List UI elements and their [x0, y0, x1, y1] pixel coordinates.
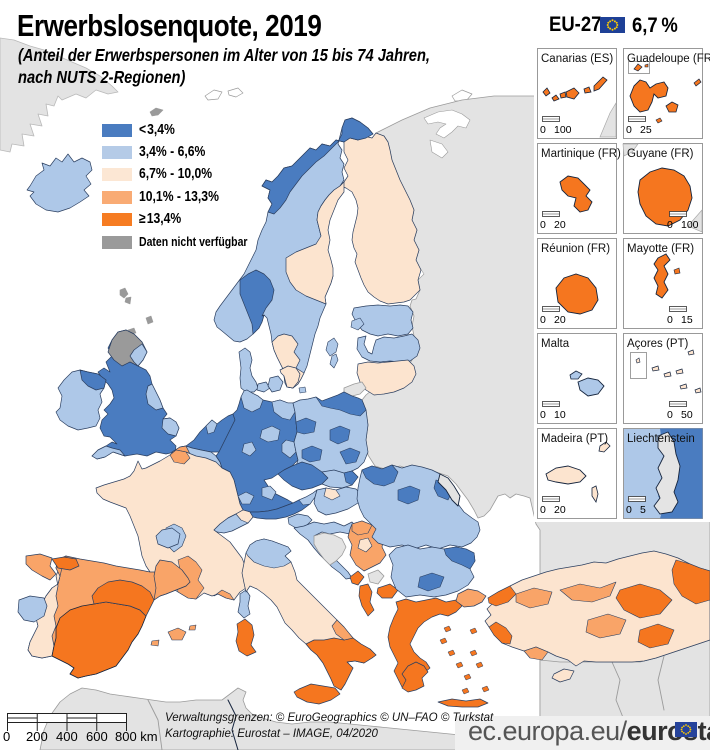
- svg-text:0: 0: [626, 124, 632, 136]
- svg-text:Malta: Malta: [541, 338, 570, 350]
- svg-text:Liechtenstein: Liechtenstein: [627, 433, 695, 445]
- svg-text:Madeira (PT): Madeira (PT): [541, 433, 608, 445]
- svg-text:100: 100: [681, 219, 699, 231]
- svg-text:Mayotte (FR): Mayotte (FR): [627, 243, 694, 255]
- svg-text:Canarias (ES): Canarias (ES): [541, 53, 613, 65]
- svg-text:0: 0: [540, 504, 546, 516]
- svg-text:0: 0: [540, 219, 546, 231]
- svg-text:Martinique (FR): Martinique (FR): [541, 148, 621, 160]
- svg-text:20: 20: [554, 504, 566, 516]
- svg-text:0: 0: [540, 409, 546, 421]
- svg-text:Açores (PT): Açores (PT): [627, 338, 689, 350]
- svg-text:5: 5: [640, 504, 646, 516]
- svg-text:0: 0: [626, 504, 632, 516]
- svg-text:Guadeloupe (FR): Guadeloupe (FR): [627, 53, 710, 65]
- svg-text:0: 0: [667, 219, 673, 231]
- svg-text:0: 0: [540, 124, 546, 136]
- svg-text:10: 10: [554, 409, 566, 421]
- svg-text:100: 100: [554, 124, 572, 136]
- svg-text:20: 20: [554, 219, 566, 231]
- svg-text:0: 0: [667, 314, 673, 326]
- svg-text:25: 25: [640, 124, 652, 136]
- svg-text:15: 15: [681, 314, 693, 326]
- svg-text:Réunion (FR): Réunion (FR): [541, 243, 610, 255]
- svg-text:0: 0: [540, 314, 546, 326]
- svg-text:50: 50: [681, 409, 693, 421]
- svg-text:0: 0: [667, 409, 673, 421]
- svg-text:20: 20: [554, 314, 566, 326]
- svg-text:Guyane (FR): Guyane (FR): [627, 148, 694, 160]
